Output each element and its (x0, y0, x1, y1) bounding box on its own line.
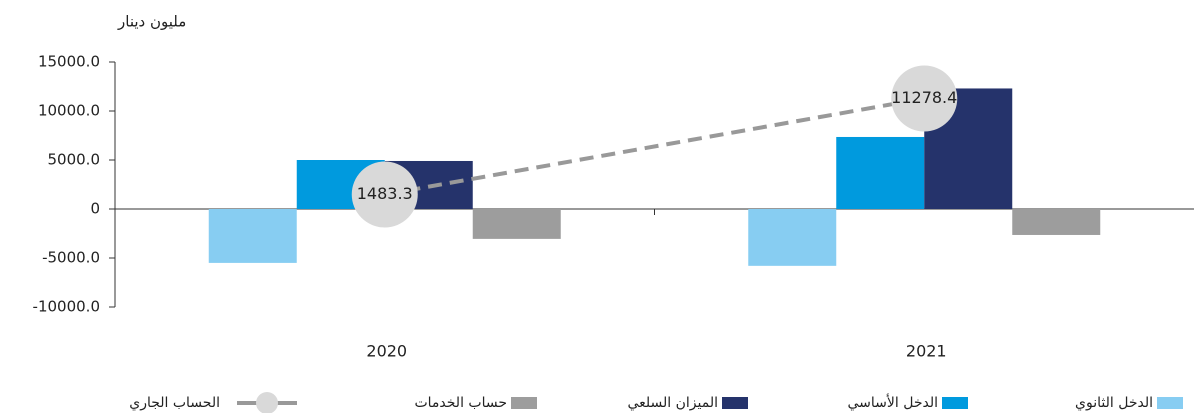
legend-label: الحساب الجاري (129, 395, 220, 411)
y-tick-label: 0 (90, 200, 100, 218)
y-tick-label: 5000.0 (48, 151, 101, 169)
data-label: 11278.4 (891, 88, 957, 107)
legend-swatch (942, 397, 968, 409)
bar (472, 209, 561, 239)
y-axis-label: مليون دينار (117, 13, 186, 31)
legend-label: الميزان السلعي (627, 395, 718, 411)
line-marker (351, 161, 418, 228)
data-label: 1483.3 (357, 184, 413, 203)
bar (208, 209, 297, 263)
legend-swatch (1157, 397, 1183, 409)
line (384, 96, 925, 197)
bar (1012, 209, 1101, 235)
x-tick-label: 2020 (366, 342, 407, 361)
y-tick-label: -10000.0 (33, 298, 100, 316)
bar (836, 136, 925, 209)
legend-label: الدخل الأساسي (848, 393, 938, 411)
legend-marker (256, 392, 278, 413)
y-tick-label: 10000.0 (38, 102, 100, 120)
y-tick-label: 15000.0 (38, 53, 100, 71)
line-marker (891, 65, 958, 132)
x-tick-label: 2021 (906, 342, 947, 361)
legend-swatch (511, 397, 537, 409)
bar (748, 209, 837, 266)
legend-swatch (722, 397, 748, 409)
y-tick-label: -5000.0 (42, 249, 100, 267)
legend-label: الدخل الثانوي (1075, 395, 1153, 411)
legend-label: حساب الخدمات (414, 395, 507, 411)
